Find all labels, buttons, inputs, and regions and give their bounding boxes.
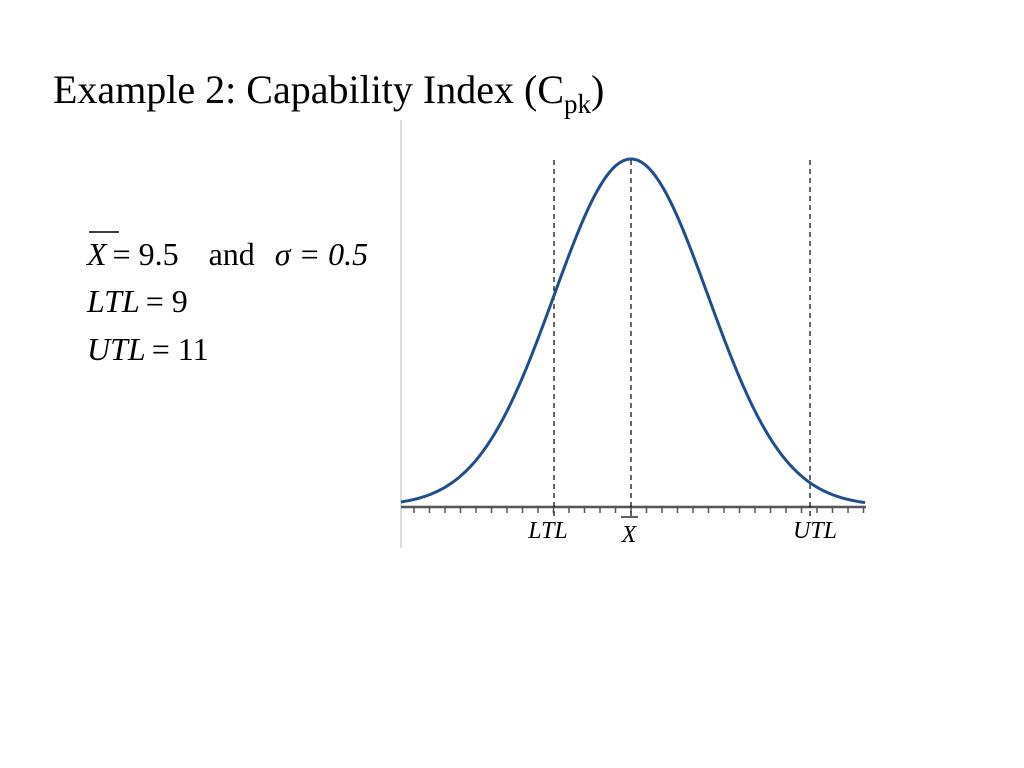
utl-label: UTL (793, 518, 837, 544)
normal-curve-figure: LTL X UTL (400, 120, 866, 548)
ltl-label: LTL (527, 518, 568, 544)
xbar-value: = 9.5 (113, 236, 179, 272)
ltl-symbol: LTL (86, 283, 140, 319)
bell-curve (400, 157, 866, 505)
utl-value: = 11 (152, 331, 209, 367)
ltl-value: = 9 (146, 283, 188, 319)
xbar-symbol: X (85, 236, 108, 272)
given-line-3: UTL = 11 (87, 331, 209, 367)
mean-label: X (621, 522, 638, 548)
title-subscript: pk (564, 89, 592, 119)
given-line-1: X = 9.5 and σ = 0.5 (85, 236, 368, 272)
slide-title: Example 2: Capability Index (Cpk) (53, 67, 604, 119)
sigma-value: σ = 0.5 (275, 236, 368, 272)
given-line-2: LTL = 9 (86, 283, 188, 319)
and-word: and (209, 236, 255, 272)
utl-symbol: UTL (87, 331, 146, 367)
title-close: ) (591, 67, 604, 112)
title-text: Example 2: Capability Index (C (53, 67, 564, 112)
